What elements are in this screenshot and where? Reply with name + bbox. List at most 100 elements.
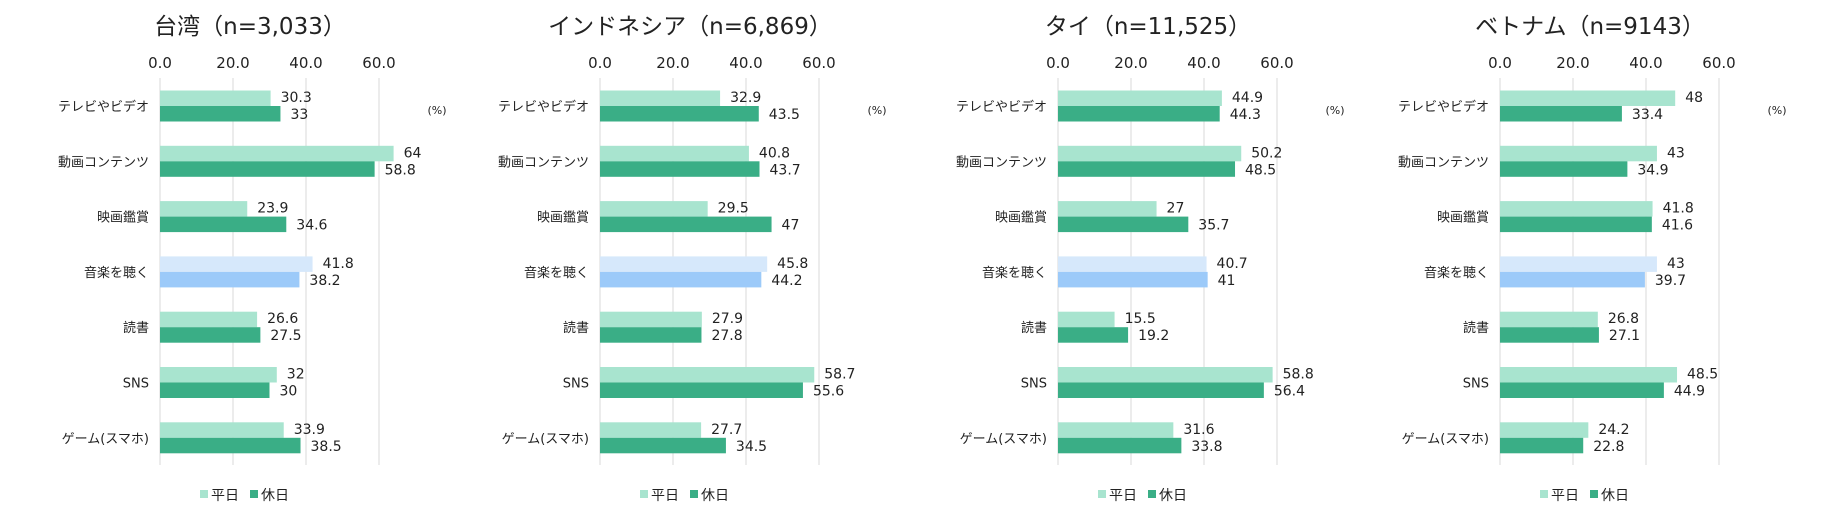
chart-title: 台湾（n=3,033） [154,14,346,40]
legend-swatch [1590,490,1598,498]
bar-weekday [1500,145,1657,162]
data-label: 43 [1667,145,1685,161]
data-label: 48.5 [1687,367,1718,383]
legend-label: 平日 [1551,488,1579,504]
bar-weekday [1058,145,1242,162]
data-label: 38.2 [309,273,340,289]
data-label: 33.4 [1632,107,1663,123]
category-label: テレビやビデオ [498,99,589,115]
bar-weekday [1058,311,1115,328]
legend-swatch [1540,490,1548,498]
bar-holiday [1058,106,1220,122]
bar-weekday [1500,90,1676,106]
bar-holiday [160,106,281,122]
data-label: 45.8 [777,256,808,272]
x-tick-label: 40.0 [729,54,762,72]
data-label: 64 [404,145,422,161]
category-label: 読書 [1463,320,1489,336]
data-label: 40.8 [759,145,790,161]
category-label: 映画鑑賞 [537,210,589,226]
bar-weekday [160,145,394,162]
data-label: 15.5 [1125,311,1156,327]
bar-weekday [1500,367,1678,383]
bar-weekday [600,311,702,328]
legend-label: 平日 [211,488,239,504]
x-tick-label: 0.0 [148,54,172,72]
category-label: SNS [1463,377,1489,392]
bar-holiday [600,382,803,398]
category-label: 音楽を聴く [84,265,149,281]
bar-holiday [600,216,772,233]
x-tick-label: 0.0 [588,54,612,72]
category-label: ゲーム(スマホ) [960,432,1047,447]
data-label: 35.7 [1198,218,1229,234]
category-label: 映画鑑賞 [97,210,149,226]
bar-holiday [600,161,760,177]
bar-weekday [1500,256,1657,272]
unit-label: (%) [1325,104,1344,117]
data-label: 33.8 [1191,439,1222,455]
data-label: 43 [1667,256,1685,272]
bar-holiday [160,327,261,343]
data-label: 56.4 [1274,384,1305,400]
bar-weekday [160,256,313,272]
category-label: 動画コンテンツ [956,155,1047,170]
bar-holiday [600,437,726,454]
bar-weekday [160,311,258,328]
legend-label: 休日 [261,488,289,504]
data-label: 27.7 [711,422,742,438]
data-label: 58.7 [824,367,855,383]
data-label: 23.9 [257,201,288,217]
bar-holiday [1500,382,1664,398]
data-label: 40.7 [1217,256,1248,272]
data-label: 27 [1167,201,1185,217]
category-label: SNS [123,377,149,392]
x-tick-label: 40.0 [289,54,322,72]
bar-weekday [1500,201,1653,217]
legend-label: 休日 [1159,488,1187,504]
bar-holiday [160,382,270,398]
legend-label: 休日 [701,488,729,504]
bar-holiday [1058,216,1189,233]
x-tick-label: 0.0 [1488,54,1512,72]
legend-swatch [250,490,258,498]
category-label: テレビやビデオ [956,99,1047,115]
category-label: 動画コンテンツ [58,155,149,170]
data-label: 48.5 [1245,162,1276,178]
data-label: 26.6 [267,311,298,327]
data-label: 33.9 [294,422,325,438]
data-label: 34.9 [1637,162,1668,178]
bar-weekday [160,90,271,106]
bar-weekday [600,256,768,272]
unit-label: (%) [867,104,886,117]
chart-2: タイ（n=11,525） 0.0 20.0 40.0 60.0 (%) テレビやビデオ 44.… [956,14,1345,504]
bar-holiday [1058,437,1182,454]
data-label: 55.6 [813,384,844,400]
data-label: 27.8 [711,328,742,344]
legend-label: 休日 [1601,488,1629,504]
category-label: テレビやビデオ [58,99,149,115]
legend-swatch [640,490,648,498]
data-label: 44.9 [1232,90,1263,106]
bar-weekday [160,201,248,217]
category-label: 音楽を聴く [524,265,589,281]
bar-holiday [1058,382,1264,398]
data-label: 27.5 [270,328,301,344]
data-label: 41.8 [323,256,354,272]
bar-weekday [600,145,749,162]
data-label: 32.9 [730,90,761,106]
category-label: SNS [563,377,589,392]
category-label: ゲーム(スマホ) [502,432,589,447]
legend-label: 平日 [1109,488,1137,504]
category-label: 音楽を聴く [1424,265,1489,281]
category-label: 音楽を聴く [982,265,1047,281]
unit-label: (%) [427,104,446,117]
data-label: 27.9 [712,311,743,327]
data-label: 32 [287,367,305,383]
data-label: 43.7 [770,162,801,178]
data-label: 44.3 [1230,107,1261,123]
legend-swatch [200,490,208,498]
data-label: 29.5 [718,201,749,217]
data-label: 30 [280,384,298,400]
chart-title: ベトナム（n=9143） [1475,14,1705,40]
